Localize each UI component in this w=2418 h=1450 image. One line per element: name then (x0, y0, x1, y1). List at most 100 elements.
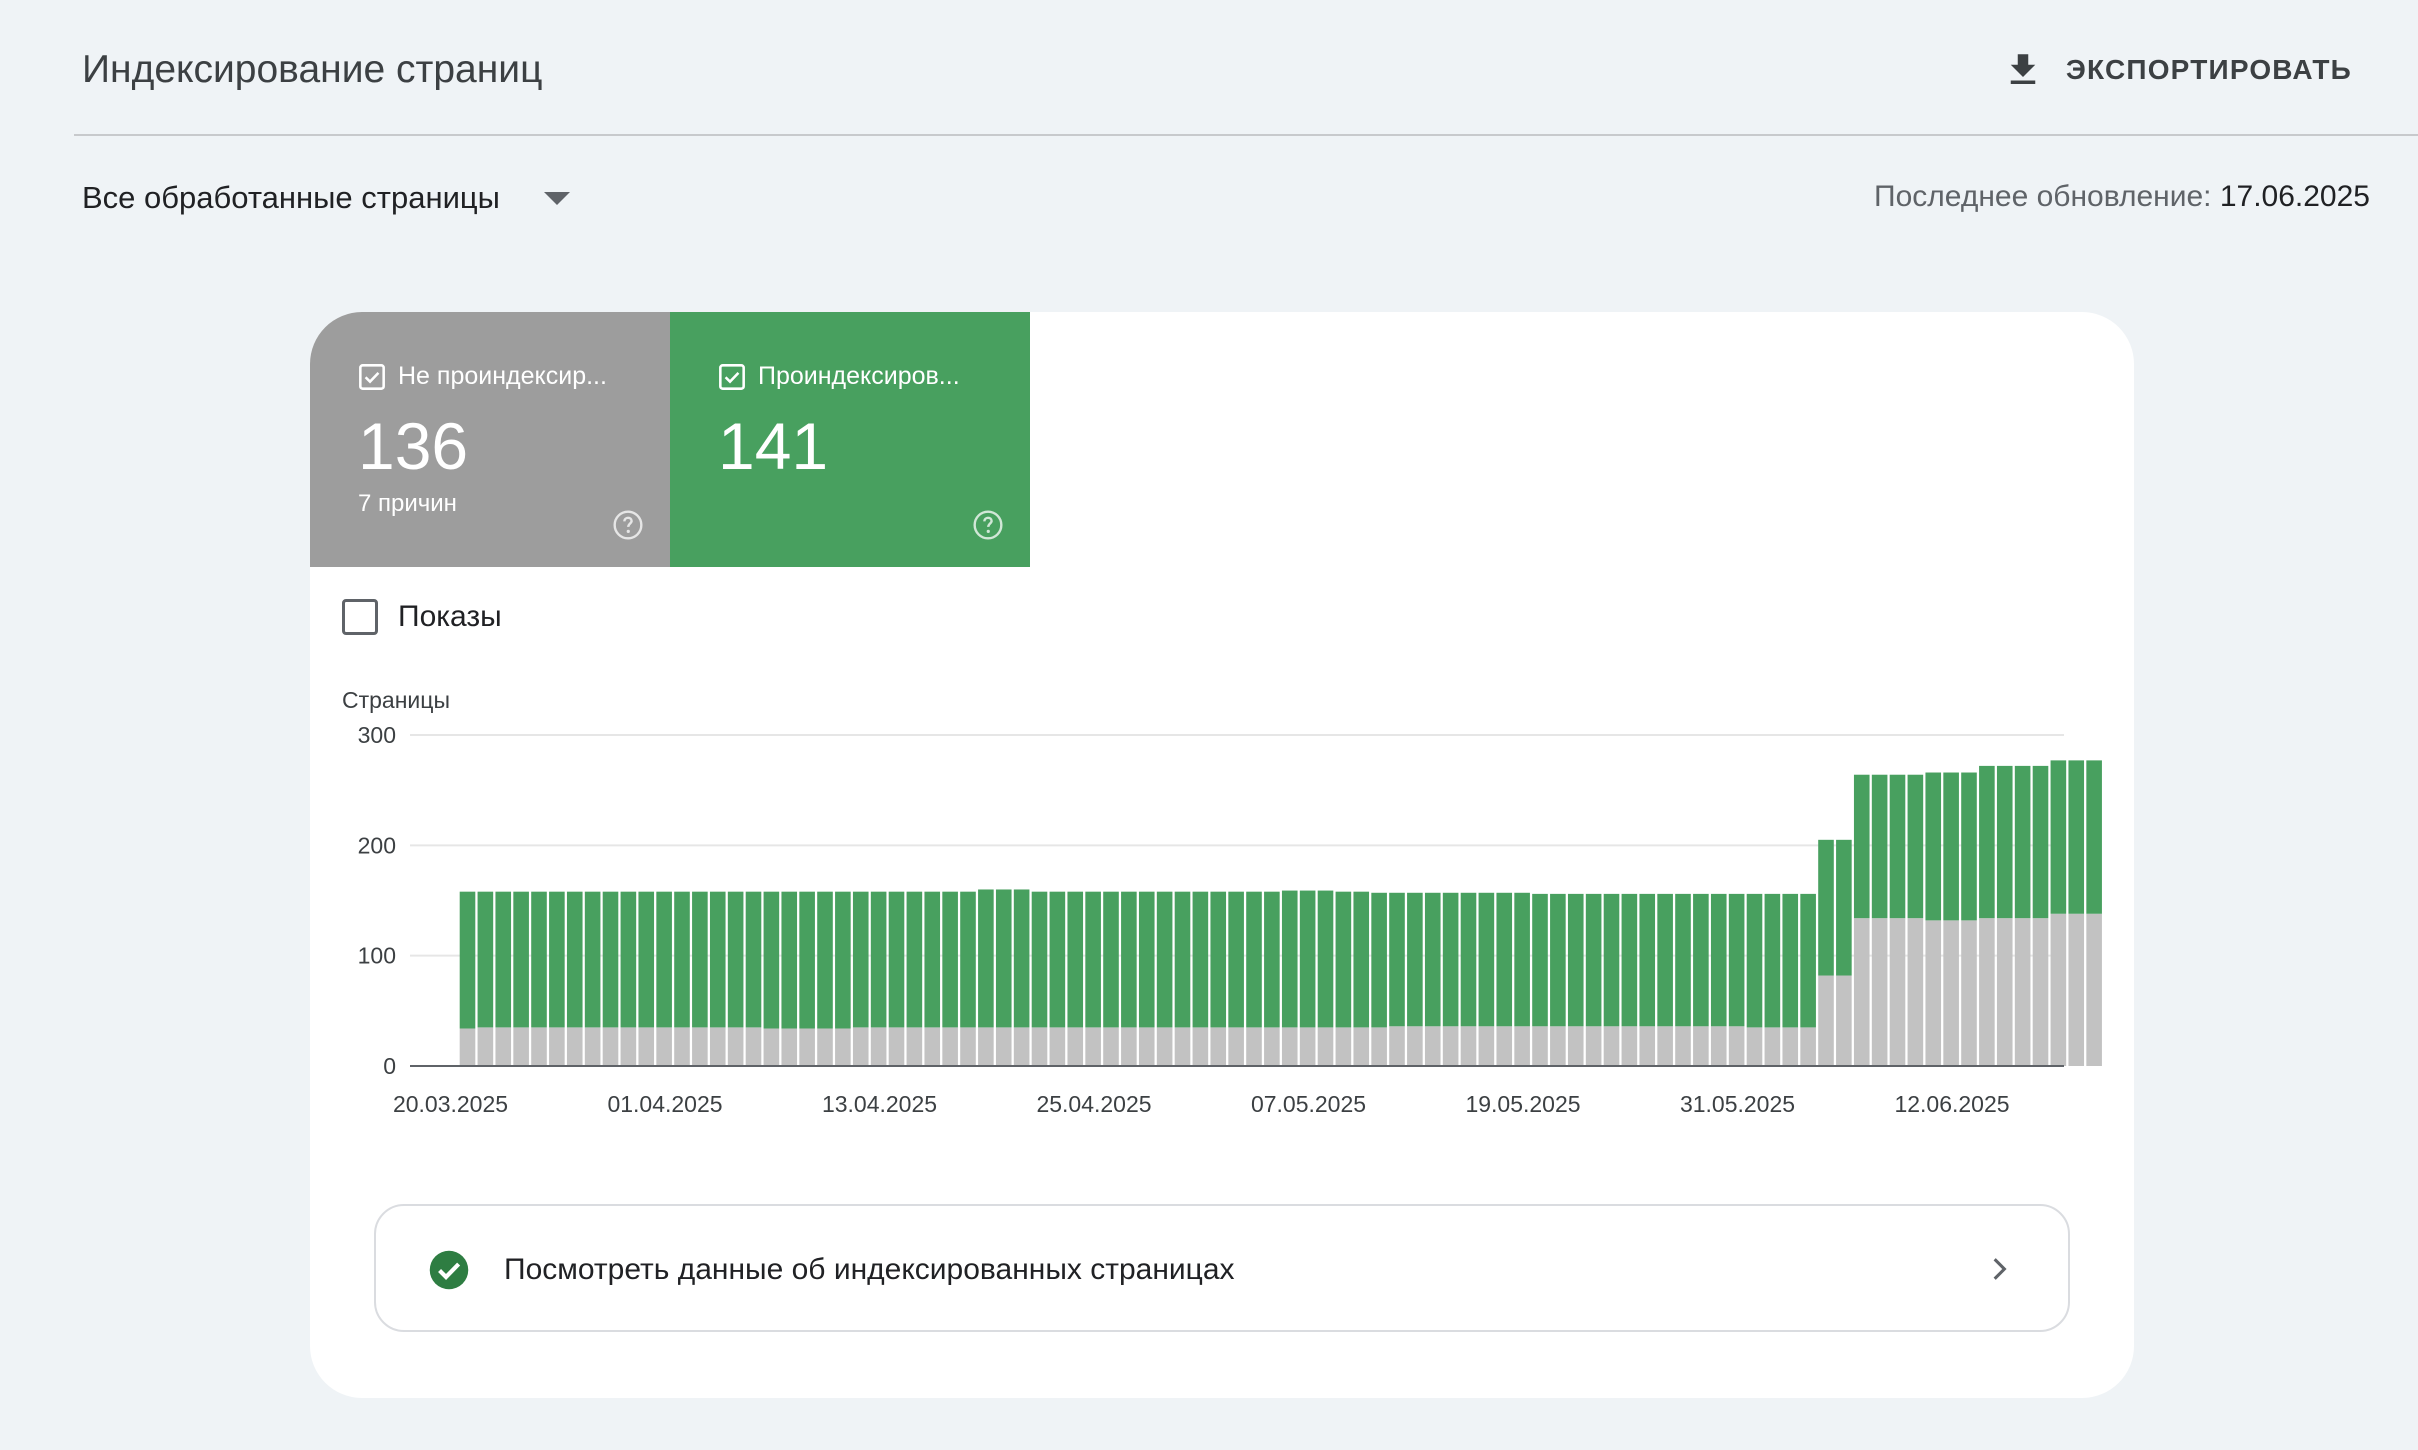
bar-not-indexed (1299, 1027, 1316, 1066)
bar-not-indexed (906, 1027, 923, 1066)
bar-not-indexed (1049, 1027, 1066, 1066)
bar-not-indexed (1103, 1027, 1119, 1066)
x-tick-label: 31.05.2025 (1680, 1091, 1795, 1117)
bar-not-indexed (1156, 1027, 1173, 1066)
checkbox-checked-icon[interactable] (718, 363, 746, 391)
bar-not-indexed (1317, 1027, 1334, 1066)
x-tick-label: 13.04.2025 (822, 1091, 937, 1117)
bar-indexed (1264, 891, 1280, 1028)
bar-indexed (2086, 760, 2102, 914)
page-title: Индексирование страниц (82, 48, 543, 91)
bar-indexed (709, 891, 726, 1028)
bar-not-indexed (1514, 1026, 1530, 1066)
bar-indexed (1746, 893, 1763, 1028)
bar-indexed (978, 889, 994, 1028)
bar-not-indexed (1442, 1026, 1459, 1066)
export-label: ЭКСПОРТИРОВАТЬ (2065, 54, 2352, 85)
bar-not-indexed (817, 1028, 833, 1066)
bar-indexed (1728, 893, 1745, 1027)
bar-not-indexed (674, 1027, 690, 1066)
bar-not-indexed (852, 1027, 869, 1066)
bar-not-indexed (1728, 1026, 1745, 1066)
bar-indexed (495, 891, 512, 1028)
x-tick-label: 12.06.2025 (1894, 1091, 2009, 1117)
check-circle-icon (429, 1250, 469, 1290)
bar-not-indexed (870, 1027, 887, 1066)
bar-indexed (1478, 892, 1495, 1027)
bar-indexed (459, 891, 476, 1029)
bar-not-indexed (1424, 1026, 1441, 1066)
tile-not-indexed-value: 136 (358, 409, 469, 483)
impressions-toggle[interactable]: Показы (342, 599, 502, 635)
bar-indexed (1585, 893, 1602, 1027)
bar-indexed (1943, 772, 1959, 921)
bar-not-indexed (1192, 1027, 1209, 1066)
help-icon[interactable] (612, 509, 644, 541)
bar-indexed (1853, 774, 1870, 919)
bar-indexed (1299, 890, 1316, 1028)
bar-indexed (1228, 891, 1244, 1028)
bar-not-indexed (1871, 918, 1888, 1066)
tile-not-indexed[interactable]: Не проиндексир... 136 7 причин (310, 312, 670, 567)
bar-not-indexed (1371, 1027, 1387, 1066)
bar-indexed (1192, 891, 1209, 1028)
bar-indexed (1121, 891, 1137, 1028)
tile-not-indexed-reasons: 7 причин (358, 490, 457, 517)
tile-indexed[interactable]: Проиндексиров... 141 (670, 312, 1030, 567)
bar-indexed (692, 891, 708, 1028)
bar-not-indexed (620, 1027, 637, 1066)
x-tick-label: 20.03.2025 (393, 1091, 508, 1117)
bar-indexed (1567, 893, 1584, 1027)
bar-indexed (1049, 891, 1066, 1028)
tile-not-indexed-label: Не проиндексир... (398, 362, 607, 390)
bar-indexed (1710, 893, 1727, 1027)
bar-indexed (2050, 760, 2067, 914)
bar-indexed (1961, 772, 1977, 921)
bar-not-indexed (960, 1027, 976, 1066)
bar-not-indexed (1550, 1026, 1566, 1066)
bar-indexed (602, 891, 619, 1028)
bar-not-indexed (1943, 920, 1959, 1066)
bar-not-indexed (1693, 1026, 1709, 1066)
bar-not-indexed (1264, 1027, 1280, 1066)
x-tick-label: 25.04.2025 (1036, 1091, 1151, 1117)
bar-not-indexed (763, 1028, 780, 1066)
bar-indexed (817, 891, 833, 1029)
bar-indexed (763, 891, 780, 1029)
x-tick-label: 01.04.2025 (607, 1091, 722, 1117)
bar-not-indexed (924, 1027, 941, 1066)
bar-indexed (1353, 891, 1370, 1028)
bar-indexed (620, 891, 637, 1028)
bar-not-indexed (1782, 1027, 1799, 1066)
help-icon[interactable] (972, 509, 1004, 541)
bar-not-indexed (978, 1027, 994, 1066)
pages-filter-dropdown[interactable]: Все обработанные страницы (82, 180, 570, 216)
bar-not-indexed (727, 1027, 744, 1066)
bar-not-indexed (1853, 918, 1870, 1066)
bar-not-indexed (1281, 1027, 1298, 1066)
bar-indexed (781, 891, 798, 1029)
bar-not-indexed (888, 1027, 905, 1066)
bar-indexed (1031, 891, 1048, 1028)
bar-indexed (960, 891, 976, 1028)
impressions-checkbox[interactable] (342, 599, 378, 635)
export-button[interactable]: ЭКСПОРТИРОВАТЬ (2002, 44, 2352, 96)
bar-indexed (2014, 765, 2031, 919)
view-indexed-pages-link[interactable]: Посмотреть данные об индексированных стр… (374, 1204, 2070, 1332)
bar-not-indexed (1800, 1027, 1816, 1066)
bar-indexed (1138, 891, 1155, 1028)
bar-indexed (1764, 893, 1781, 1028)
bar-not-indexed (2068, 913, 2085, 1066)
bar-indexed (888, 891, 905, 1028)
bar-not-indexed (1961, 920, 1977, 1066)
bar-indexed (1460, 892, 1477, 1027)
bar-not-indexed (1013, 1027, 1030, 1066)
bar-not-indexed (1639, 1026, 1656, 1066)
bar-not-indexed (638, 1027, 655, 1066)
bar-indexed (1621, 893, 1638, 1027)
bar-indexed (1156, 891, 1173, 1028)
bar-not-indexed (1889, 918, 1906, 1066)
bar-not-indexed (1210, 1027, 1227, 1066)
bar-indexed (674, 891, 690, 1028)
checkbox-checked-icon[interactable] (358, 363, 386, 391)
